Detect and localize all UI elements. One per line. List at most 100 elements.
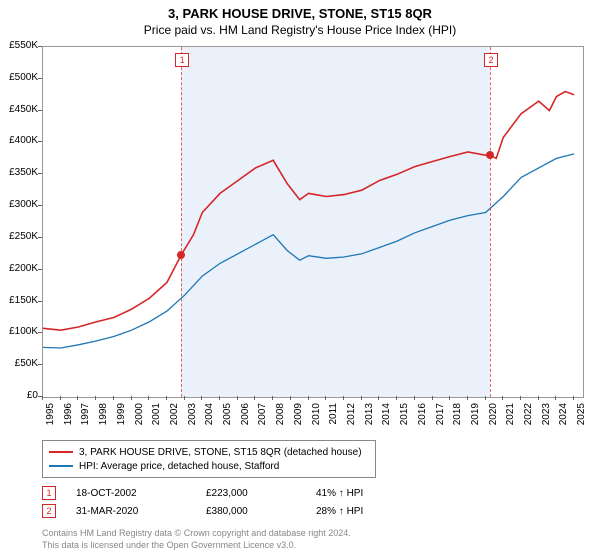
ytick-label: £0 bbox=[2, 390, 38, 401]
xtick-label: 2003 bbox=[187, 403, 198, 433]
xtick-label: 2001 bbox=[151, 403, 162, 433]
xtick-label: 2016 bbox=[417, 403, 428, 433]
xtick bbox=[343, 396, 344, 400]
ytick-label: £200K bbox=[2, 263, 38, 274]
xtick bbox=[520, 396, 521, 400]
xtick-label: 1998 bbox=[98, 403, 109, 433]
footer-line2: This data is licensed under the Open Gov… bbox=[42, 540, 351, 552]
xtick bbox=[201, 396, 202, 400]
legend-item: HPI: Average price, detached house, Staf… bbox=[49, 459, 369, 473]
xtick bbox=[166, 396, 167, 400]
xtick-label: 2010 bbox=[311, 403, 322, 433]
xtick bbox=[254, 396, 255, 400]
ytick-label: £100K bbox=[2, 326, 38, 337]
xtick bbox=[555, 396, 556, 400]
sales-row-date: 18-OCT-2002 bbox=[76, 488, 206, 499]
xtick bbox=[131, 396, 132, 400]
ytick bbox=[38, 269, 42, 270]
sales-row-marker: 2 bbox=[42, 504, 56, 518]
xtick bbox=[290, 396, 291, 400]
ytick-label: £50K bbox=[2, 358, 38, 369]
legend-label: 3, PARK HOUSE DRIVE, STONE, ST15 8QR (de… bbox=[79, 447, 362, 458]
xtick-label: 2000 bbox=[134, 403, 145, 433]
xtick-label: 2021 bbox=[505, 403, 516, 433]
ytick bbox=[38, 173, 42, 174]
xtick bbox=[95, 396, 96, 400]
ytick bbox=[38, 364, 42, 365]
xtick-label: 2006 bbox=[240, 403, 251, 433]
sale-marker-square: 2 bbox=[484, 53, 498, 67]
ytick-label: £250K bbox=[2, 231, 38, 242]
xtick-label: 2009 bbox=[293, 403, 304, 433]
xtick bbox=[325, 396, 326, 400]
ytick bbox=[38, 46, 42, 47]
xtick bbox=[148, 396, 149, 400]
xtick bbox=[308, 396, 309, 400]
xtick-label: 1996 bbox=[63, 403, 74, 433]
sales-row-marker: 1 bbox=[42, 486, 56, 500]
xtick-label: 2002 bbox=[169, 403, 180, 433]
xtick bbox=[219, 396, 220, 400]
xtick-label: 1999 bbox=[116, 403, 127, 433]
xtick-label: 2008 bbox=[275, 403, 286, 433]
sales-row-delta: 28% ↑ HPI bbox=[316, 506, 363, 517]
xtick bbox=[113, 396, 114, 400]
legend-box: 3, PARK HOUSE DRIVE, STONE, ST15 8QR (de… bbox=[42, 440, 376, 478]
ytick-label: £150K bbox=[2, 295, 38, 306]
ytick bbox=[38, 205, 42, 206]
series-line bbox=[43, 154, 574, 348]
sales-row-delta: 41% ↑ HPI bbox=[316, 488, 363, 499]
xtick-label: 2015 bbox=[399, 403, 410, 433]
sale-marker-square: 1 bbox=[175, 53, 189, 67]
xtick bbox=[467, 396, 468, 400]
chart-plot-area: 12 bbox=[42, 46, 584, 398]
xtick-label: 2023 bbox=[541, 403, 552, 433]
sales-row: 2 31-MAR-2020£380,00028% ↑ HPI bbox=[42, 502, 363, 520]
legend-item: 3, PARK HOUSE DRIVE, STONE, ST15 8QR (de… bbox=[49, 445, 369, 459]
series-line bbox=[43, 92, 574, 331]
ytick-label: £550K bbox=[2, 40, 38, 51]
chart-lines bbox=[43, 47, 583, 397]
ytick-label: £300K bbox=[2, 199, 38, 210]
xtick-label: 2005 bbox=[222, 403, 233, 433]
xtick bbox=[77, 396, 78, 400]
xtick bbox=[237, 396, 238, 400]
ytick bbox=[38, 332, 42, 333]
xtick bbox=[502, 396, 503, 400]
sales-row-price: £380,000 bbox=[206, 506, 316, 517]
legend-label: HPI: Average price, detached house, Staf… bbox=[79, 461, 279, 472]
xtick bbox=[42, 396, 43, 400]
xtick bbox=[184, 396, 185, 400]
sale-vline bbox=[490, 47, 491, 397]
sale-vline bbox=[181, 47, 182, 397]
ytick bbox=[38, 110, 42, 111]
xtick bbox=[414, 396, 415, 400]
xtick bbox=[361, 396, 362, 400]
xtick bbox=[449, 396, 450, 400]
ytick bbox=[38, 141, 42, 142]
xtick bbox=[485, 396, 486, 400]
chart-title: 3, PARK HOUSE DRIVE, STONE, ST15 8QR bbox=[0, 0, 600, 21]
xtick bbox=[573, 396, 574, 400]
sales-row-date: 31-MAR-2020 bbox=[76, 506, 206, 517]
xtick-label: 1995 bbox=[45, 403, 56, 433]
ytick-label: £350K bbox=[2, 167, 38, 178]
xtick-label: 2019 bbox=[470, 403, 481, 433]
sales-row-price: £223,000 bbox=[206, 488, 316, 499]
xtick-label: 2012 bbox=[346, 403, 357, 433]
xtick-label: 2025 bbox=[576, 403, 587, 433]
sales-table: 1 18-OCT-2002£223,00041% ↑ HPI 2 31-MAR-202… bbox=[42, 484, 363, 520]
xtick bbox=[272, 396, 273, 400]
xtick-label: 2007 bbox=[257, 403, 268, 433]
xtick-label: 2004 bbox=[204, 403, 215, 433]
xtick-label: 2024 bbox=[558, 403, 569, 433]
ytick bbox=[38, 237, 42, 238]
xtick-label: 2018 bbox=[452, 403, 463, 433]
legend-swatch bbox=[49, 451, 73, 453]
ytick bbox=[38, 301, 42, 302]
sales-row: 1 18-OCT-2002£223,00041% ↑ HPI bbox=[42, 484, 363, 502]
xtick bbox=[538, 396, 539, 400]
ytick-label: £400K bbox=[2, 135, 38, 146]
xtick bbox=[432, 396, 433, 400]
footer-attribution: Contains HM Land Registry data © Crown c… bbox=[42, 528, 351, 551]
